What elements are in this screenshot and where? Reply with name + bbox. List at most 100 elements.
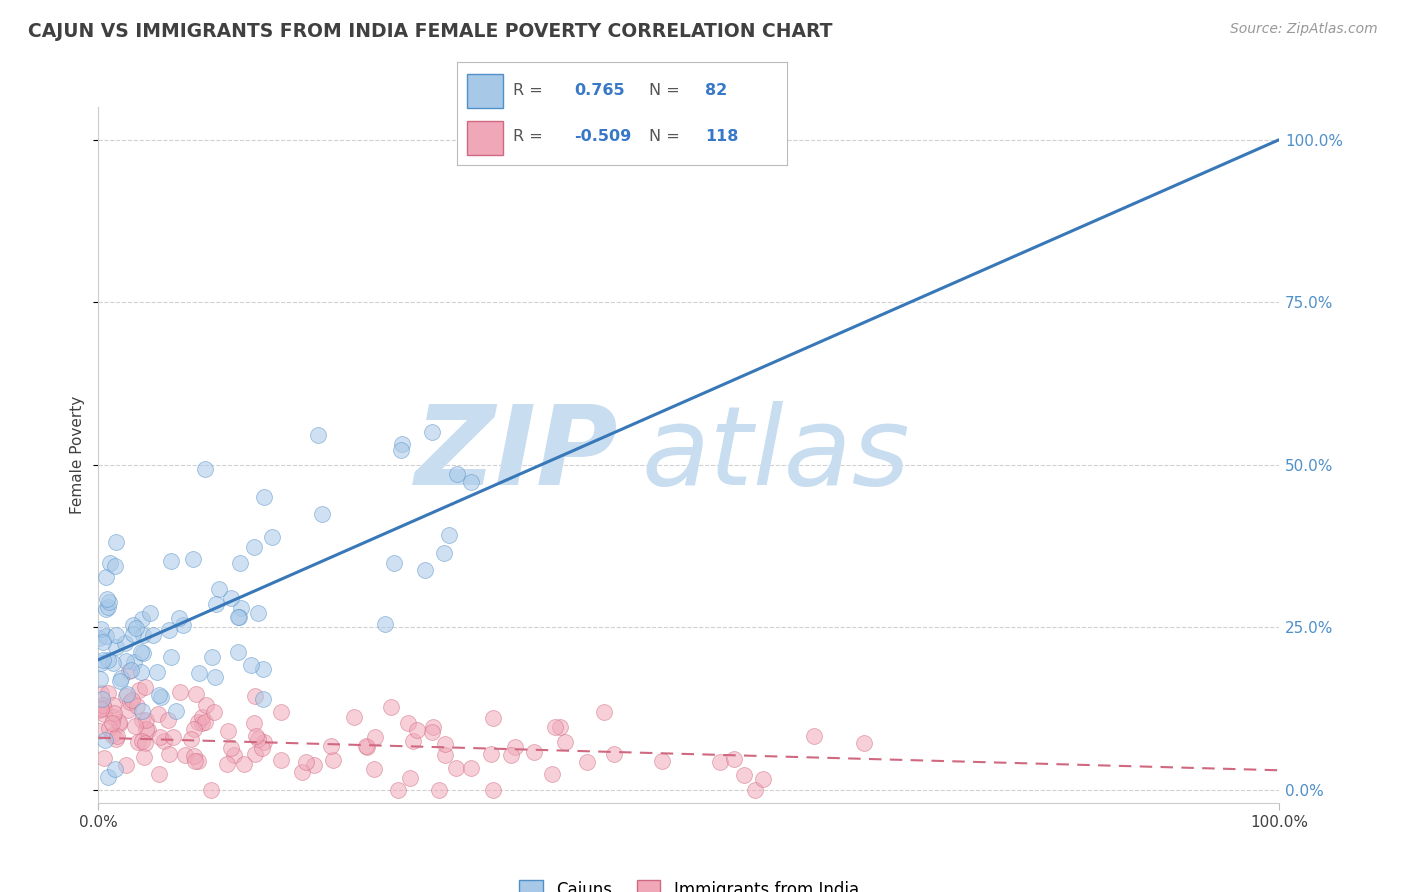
Point: [544, 720, 567, 734]
Point: [138, 607, 160, 621]
Point: [135, 713, 157, 727]
Point: [382, 556, 405, 570]
Point: [90, 686, 112, 700]
Point: [291, 765, 314, 780]
Point: [239, 657, 262, 672]
Point: [91, 635, 114, 649]
Point: [145, 665, 167, 679]
Point: [125, 699, 148, 714]
Point: [434, 737, 457, 751]
Point: [134, 736, 156, 750]
Text: ZIP: ZIP: [415, 401, 619, 508]
Point: [159, 554, 181, 568]
Point: [446, 467, 468, 481]
Point: [482, 782, 505, 797]
Point: [115, 689, 138, 703]
Point: [229, 601, 252, 615]
Point: [307, 428, 329, 442]
Point: [118, 695, 141, 709]
Point: [157, 713, 180, 727]
Point: [295, 756, 318, 770]
Point: [402, 733, 425, 747]
Point: [437, 528, 460, 542]
Point: [91, 653, 114, 667]
Point: [343, 710, 366, 724]
Point: [460, 475, 482, 490]
Point: [482, 711, 505, 725]
Point: [104, 628, 127, 642]
Point: [399, 771, 422, 785]
Point: [97, 686, 120, 700]
Point: [103, 710, 125, 724]
Point: [122, 627, 145, 641]
Point: [252, 662, 274, 676]
Point: [575, 756, 598, 770]
Point: [364, 730, 387, 744]
Point: [118, 664, 141, 678]
Text: 82: 82: [704, 83, 727, 98]
Point: [93, 751, 115, 765]
Point: [183, 749, 205, 764]
Point: [104, 731, 127, 746]
Point: [89, 672, 111, 686]
Text: CAJUN VS IMMIGRANTS FROM INDIA FEMALE POVERTY CORRELATION CHART: CAJUN VS IMMIGRANTS FROM INDIA FEMALE PO…: [28, 22, 832, 41]
Text: atlas: atlas: [641, 401, 910, 508]
Point: [132, 646, 155, 660]
Point: [108, 717, 131, 731]
Point: [433, 546, 456, 560]
Point: [246, 606, 269, 620]
Point: [131, 704, 153, 718]
Point: [322, 753, 344, 767]
Point: [427, 782, 450, 797]
Point: [97, 600, 120, 615]
Point: [554, 735, 576, 749]
Point: [541, 767, 564, 781]
Point: [187, 754, 209, 768]
Point: [108, 714, 131, 729]
Point: [90, 622, 112, 636]
Point: [270, 705, 292, 719]
Point: [650, 754, 672, 768]
Legend: Cajuns, Immigrants from India: Cajuns, Immigrants from India: [513, 874, 865, 892]
Point: [420, 724, 443, 739]
Point: [125, 621, 148, 635]
Point: [91, 698, 114, 713]
Point: [194, 715, 217, 730]
Point: [127, 735, 149, 749]
Point: [503, 740, 526, 755]
Point: [201, 649, 224, 664]
Point: [262, 530, 284, 544]
Point: [752, 772, 775, 786]
Point: [593, 706, 616, 720]
Point: [90, 656, 112, 670]
Text: 118: 118: [704, 129, 738, 145]
Point: [190, 716, 212, 731]
Point: [245, 729, 267, 743]
Point: [243, 690, 266, 704]
Point: [162, 730, 184, 744]
Point: [219, 591, 242, 605]
Point: [108, 673, 131, 688]
Point: [709, 755, 731, 769]
Point: [157, 747, 180, 761]
Point: [122, 655, 145, 669]
Point: [479, 747, 502, 761]
Point: [120, 663, 142, 677]
Point: [744, 782, 766, 797]
Point: [90, 702, 112, 716]
Point: [89, 700, 111, 714]
Point: [217, 724, 239, 739]
Point: [124, 718, 146, 732]
Point: [96, 592, 118, 607]
Point: [252, 692, 274, 706]
Point: [101, 728, 124, 742]
Point: [117, 703, 139, 717]
Point: [96, 570, 118, 584]
Point: [252, 741, 274, 756]
Point: [135, 722, 157, 736]
Point: [129, 665, 152, 679]
Point: [413, 563, 436, 577]
Point: [148, 688, 170, 702]
Point: [253, 735, 276, 749]
Point: [169, 611, 191, 625]
